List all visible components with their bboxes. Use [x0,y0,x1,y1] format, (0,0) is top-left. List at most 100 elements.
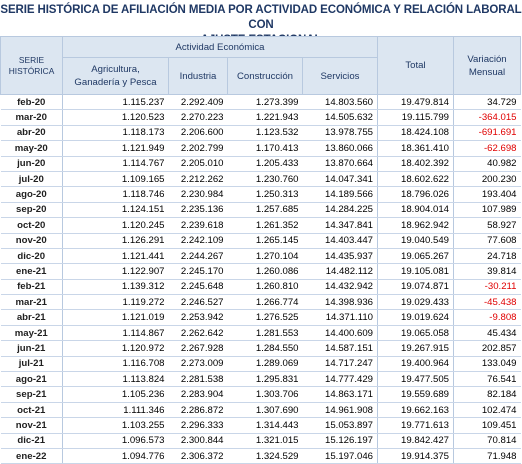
row-date: oct-20 [0,217,63,234]
cell-servicios: 14.432.942 [302,279,378,296]
header-industria: Industria [168,57,228,95]
cell-construccion: 1.321.015 [227,433,303,449]
cell-variacion: 200.230 [453,171,521,188]
row-date: mar-21 [0,294,63,311]
cell-agricultura: 1.120.245 [62,217,169,234]
cell-variacion: 39.814 [453,263,521,280]
cell-servicios: 15.197.046 [302,448,378,464]
table-row: sep-21 1.105.236 2.283.904 1.303.706 14.863.… [0,386,521,403]
cell-construccion: 1.281.553 [227,325,303,342]
cell-industria: 2.281.538 [168,371,228,388]
cell-variacion: 77.608 [453,233,521,249]
cell-servicios: 14.435.937 [302,248,378,265]
row-date: dic-20 [0,248,63,265]
cell-total: 19.115.799 [377,109,454,126]
cell-construccion: 1.289.069 [227,356,303,373]
cell-total: 18.962.942 [377,217,454,234]
table-row: feb-21 1.139.312 2.245.648 1.260.810 14.432.… [0,279,521,296]
cell-servicios: 14.400.609 [302,325,378,342]
cell-servicios: 14.403.447 [302,233,378,249]
cell-servicios: 13.870.664 [302,156,378,172]
cell-total: 19.771.613 [377,417,454,434]
cell-variacion: 40.982 [453,156,521,172]
cell-construccion: 1.205.433 [227,156,303,172]
cell-servicios: 14.803.560 [302,94,378,111]
cell-total: 19.040.549 [377,233,454,249]
cell-agricultura: 1.121.441 [62,248,169,265]
cell-construccion: 1.170.413 [227,140,303,157]
cell-agricultura: 1.114.867 [62,325,169,342]
cell-total: 18.602.622 [377,171,454,188]
table-row: may-20 1.121.949 2.202.799 1.170.413 13.860.… [0,140,521,157]
cell-industria: 2.267.928 [168,340,228,357]
cell-servicios: 14.961.908 [302,402,378,419]
cell-servicios: 13.978.755 [302,125,378,142]
cell-agricultura: 1.124.151 [62,202,169,219]
cell-agricultura: 1.121.949 [62,140,169,157]
table-row: ene-22 1.094.776 2.306.372 1.324.529 15.197.… [0,448,521,464]
cell-servicios: 14.347.841 [302,217,378,234]
cell-industria: 2.245.648 [168,279,228,296]
cell-agricultura: 1.120.523 [62,109,169,126]
header-serie: SERIE HISTÓRICA [0,36,63,95]
cell-agricultura: 1.114.767 [62,156,169,172]
row-date: abr-21 [0,309,63,326]
header-servicios: Servicios [302,57,378,95]
cell-total: 19.029.433 [377,294,454,311]
cell-total: 19.914.375 [377,448,454,464]
cell-industria: 2.253.942 [168,309,228,326]
cell-industria: 2.270.223 [168,109,228,126]
cell-agricultura: 1.126.291 [62,233,169,249]
row-date: may-20 [0,140,63,157]
cell-industria: 2.296.333 [168,417,228,434]
row-date: oct-21 [0,402,63,419]
cell-servicios: 14.505.632 [302,109,378,126]
row-date: ago-21 [0,371,63,388]
table-row: mar-20 1.120.523 2.270.223 1.221.943 14.505.… [0,109,521,126]
cell-total: 19.105.081 [377,263,454,280]
cell-agricultura: 1.121.019 [62,309,169,326]
table-row: nov-21 1.103.255 2.296.333 1.314.443 15.053.… [0,417,521,434]
cell-total: 18.402.392 [377,156,454,172]
table-row: feb-20 1.115.237 2.292.409 1.273.399 14.803.… [0,94,521,111]
cell-agricultura: 1.109.165 [62,171,169,188]
table-row: ago-21 1.113.824 2.281.538 1.295.831 14.777.… [0,371,521,388]
cell-construccion: 1.273.399 [227,94,303,111]
cell-total: 18.361.410 [377,140,454,157]
cell-agricultura: 1.103.255 [62,417,169,434]
table-row: abr-21 1.121.019 2.253.942 1.276.525 14.371.… [0,309,521,326]
row-date: dic-21 [0,433,63,449]
cell-construccion: 1.314.443 [227,417,303,434]
cell-total: 18.904.014 [377,202,454,219]
cell-variacion: 76.541 [453,371,521,388]
cell-agricultura: 1.139.312 [62,279,169,296]
cell-construccion: 1.261.352 [227,217,303,234]
table-row: oct-21 1.111.346 2.286.872 1.307.690 14.961.… [0,402,521,419]
cell-industria: 2.242.109 [168,233,228,249]
header-total: Total [377,36,454,95]
table-row: abr-20 1.118.173 2.206.600 1.123.532 13.978.… [0,125,521,142]
cell-total: 19.065.267 [377,248,454,265]
cell-servicios: 14.717.247 [302,356,378,373]
cell-agricultura: 1.118.746 [62,186,169,203]
cell-total: 19.479.814 [377,94,454,111]
row-date: mar-20 [0,109,63,126]
row-date: nov-21 [0,417,63,434]
cell-construccion: 1.303.706 [227,386,303,403]
cell-construccion: 1.270.104 [227,248,303,265]
cell-variacion: 202.857 [453,340,521,357]
cell-variacion: 24.718 [453,248,521,265]
cell-total: 19.065.058 [377,325,454,342]
row-date: ago-20 [0,186,63,203]
cell-industria: 2.245.170 [168,263,228,280]
cell-variacion: 71.948 [453,448,521,464]
cell-variacion: 70.814 [453,433,521,449]
table-body: feb-20 1.115.237 2.292.409 1.273.399 14.803.… [0,94,521,464]
cell-agricultura: 1.105.236 [62,386,169,403]
afiliacion-table: SERIE HISTÓRICA Actividad Económica Tota… [0,36,521,464]
cell-total: 18.424.108 [377,125,454,142]
cell-servicios: 14.189.566 [302,186,378,203]
row-date: feb-20 [0,94,63,111]
row-date: ene-22 [0,448,63,464]
cell-construccion: 1.260.810 [227,279,303,296]
